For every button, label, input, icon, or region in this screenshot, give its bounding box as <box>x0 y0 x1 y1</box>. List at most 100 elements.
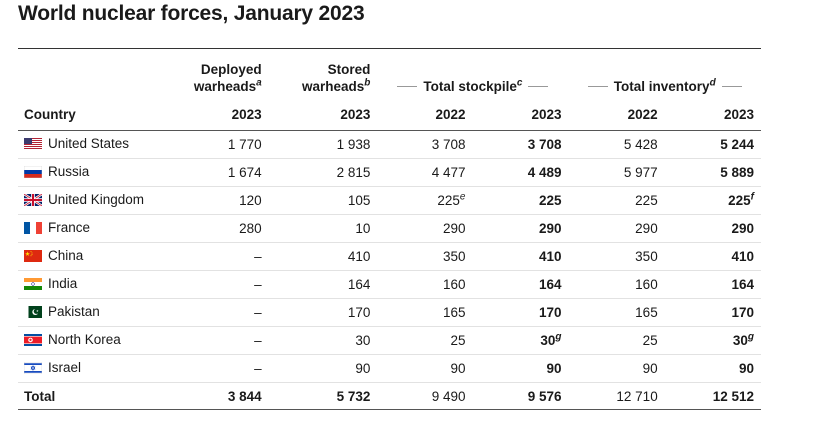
country-name: North Korea <box>48 332 121 348</box>
inventory-2023-cell: 5 889 <box>664 158 761 187</box>
stockpile-2022-cell: 3 708 <box>377 130 473 159</box>
table-row: France 280 10 290 290 290 290 <box>18 214 761 243</box>
inventory-2023-cell: 30g <box>664 326 761 355</box>
total-deployed: 3 844 <box>147 382 269 410</box>
table-row: United Kingdom 120 105 225e 225 225 225f <box>18 186 761 215</box>
footnote-c: c <box>516 77 523 89</box>
table-row: India – 164 160 164 160 164 <box>18 270 761 299</box>
total-stockpile-2022: 9 490 <box>377 382 473 410</box>
header-year: 2023 <box>664 99 761 131</box>
stockpile-2023-cell: 410 <box>472 242 569 271</box>
stored-cell: 90 <box>268 354 378 383</box>
stored-cell: 164 <box>268 270 378 299</box>
header-deployed-line1: Deployed <box>200 62 262 77</box>
deployed-cell: – <box>147 326 269 355</box>
table-row: United States 1 770 1 938 3 708 3 708 5 … <box>18 130 761 159</box>
deployed-cell: 120 <box>147 186 269 215</box>
inventory-2022-cell: 350 <box>568 242 665 271</box>
total-inventory-2023: 12 512 <box>664 382 761 410</box>
stockpile-2023-cell: 30g <box>472 326 569 355</box>
stockpile-2022-cell: 350 <box>377 242 473 271</box>
footnote-d: d <box>709 77 716 89</box>
header-year: 2023 <box>268 99 378 131</box>
total-inventory-2022: 12 710 <box>568 382 665 410</box>
footnote-e: e <box>459 191 466 203</box>
stored-cell: 105 <box>268 186 378 215</box>
inventory-2023-cell: 410 <box>664 242 761 271</box>
top-rule <box>18 48 761 49</box>
country-name: France <box>48 220 91 236</box>
pakistan-flag-icon <box>24 305 42 318</box>
inventory-2023-cell: 5 244 <box>664 130 761 159</box>
total-stored: 5 732 <box>268 382 378 410</box>
group-line-left <box>397 86 418 87</box>
group-line-left <box>587 86 608 87</box>
china-flag-icon <box>24 249 42 262</box>
stored-cell: 410 <box>268 242 378 271</box>
country-name: United States <box>48 136 130 152</box>
uk-flag-icon <box>24 193 42 206</box>
inventory-2022-cell: 165 <box>568 298 665 327</box>
table-row: North Korea – 30 25 30g 25 30g <box>18 326 761 355</box>
footnote-f: f <box>750 191 754 203</box>
footnote-b: b <box>364 77 371 89</box>
inventory-2022-cell: 90 <box>568 354 665 383</box>
footnote-g: g <box>555 331 562 343</box>
stockpile-2022-cell: 25 <box>377 326 473 355</box>
inventory-2023-cell: 170 <box>664 298 761 327</box>
header-year: 2022 <box>568 99 665 131</box>
header-deployed: Deployed warheadsa <box>147 50 268 99</box>
north-korea-flag-icon <box>24 333 42 346</box>
inventory-2023-cell: 290 <box>664 214 761 243</box>
inventory-2023-cell: 90 <box>664 354 761 383</box>
israel-flag-icon <box>24 361 42 374</box>
stockpile-2022-cell: 165 <box>377 298 473 327</box>
stored-cell: 2 815 <box>268 158 378 187</box>
stockpile-2023-cell: 90 <box>472 354 569 383</box>
deployed-cell: 1 770 <box>147 130 269 159</box>
country-name: India <box>48 276 78 292</box>
nuclear-forces-table: Deployed warheadsa Stored warheads b Tota… <box>18 50 761 410</box>
stockpile-2022-cell: 225e <box>377 186 473 215</box>
inventory-2022-cell: 25 <box>568 326 665 355</box>
header-total-stockpile: Total stockpilec <box>377 50 568 99</box>
stored-cell: 10 <box>268 214 378 243</box>
header-year: 2023 <box>147 99 269 131</box>
inventory-2022-cell: 5 428 <box>568 130 665 159</box>
inventory-2022-cell: 290 <box>568 214 665 243</box>
inventory-2022-cell: 160 <box>568 270 665 299</box>
deployed-cell: – <box>147 298 269 327</box>
page-title: World nuclear forces, January 2023 <box>18 2 365 25</box>
india-flag-icon <box>24 277 42 290</box>
country-name: Israel <box>48 360 82 376</box>
stockpile-2023-cell: 225 <box>472 186 569 215</box>
table-row: China – 410 350 410 350 410 <box>18 242 761 271</box>
group-line-right <box>721 86 742 87</box>
country-name: Pakistan <box>48 304 100 320</box>
total-label: Total <box>18 382 148 410</box>
table-row: Pakistan – 170 165 170 165 170 <box>18 298 761 327</box>
deployed-cell: 1 674 <box>147 158 269 187</box>
header-deployed-line2: warheads <box>193 79 257 94</box>
deployed-cell: – <box>147 270 269 299</box>
russia-flag-icon <box>24 165 42 178</box>
header-total-stockpile-label: Total stockpile <box>423 79 517 94</box>
inventory-2023-cell: 164 <box>664 270 761 299</box>
country-name: China <box>48 248 84 264</box>
us-flag-icon <box>24 137 42 150</box>
header-stored-line1: Stored <box>327 62 371 77</box>
deployed-cell: – <box>147 354 269 383</box>
inventory-2023-cell: 225f <box>664 186 761 215</box>
country-name: Russia <box>48 164 90 180</box>
header-total-inventory-label: Total inventory <box>613 79 710 94</box>
country-name: United Kingdom <box>48 192 145 208</box>
stockpile-2023-cell: 290 <box>472 214 569 243</box>
deployed-cell: 280 <box>147 214 269 243</box>
stockpile-2022-cell: 160 <box>377 270 473 299</box>
stockpile-2023-cell: 4 489 <box>472 158 569 187</box>
stockpile-2023-cell: 3 708 <box>472 130 569 159</box>
total-stockpile-2023: 9 576 <box>472 382 569 410</box>
header-year: 2022 <box>377 99 473 131</box>
france-flag-icon <box>24 221 42 234</box>
footnote-a: a <box>256 77 262 89</box>
